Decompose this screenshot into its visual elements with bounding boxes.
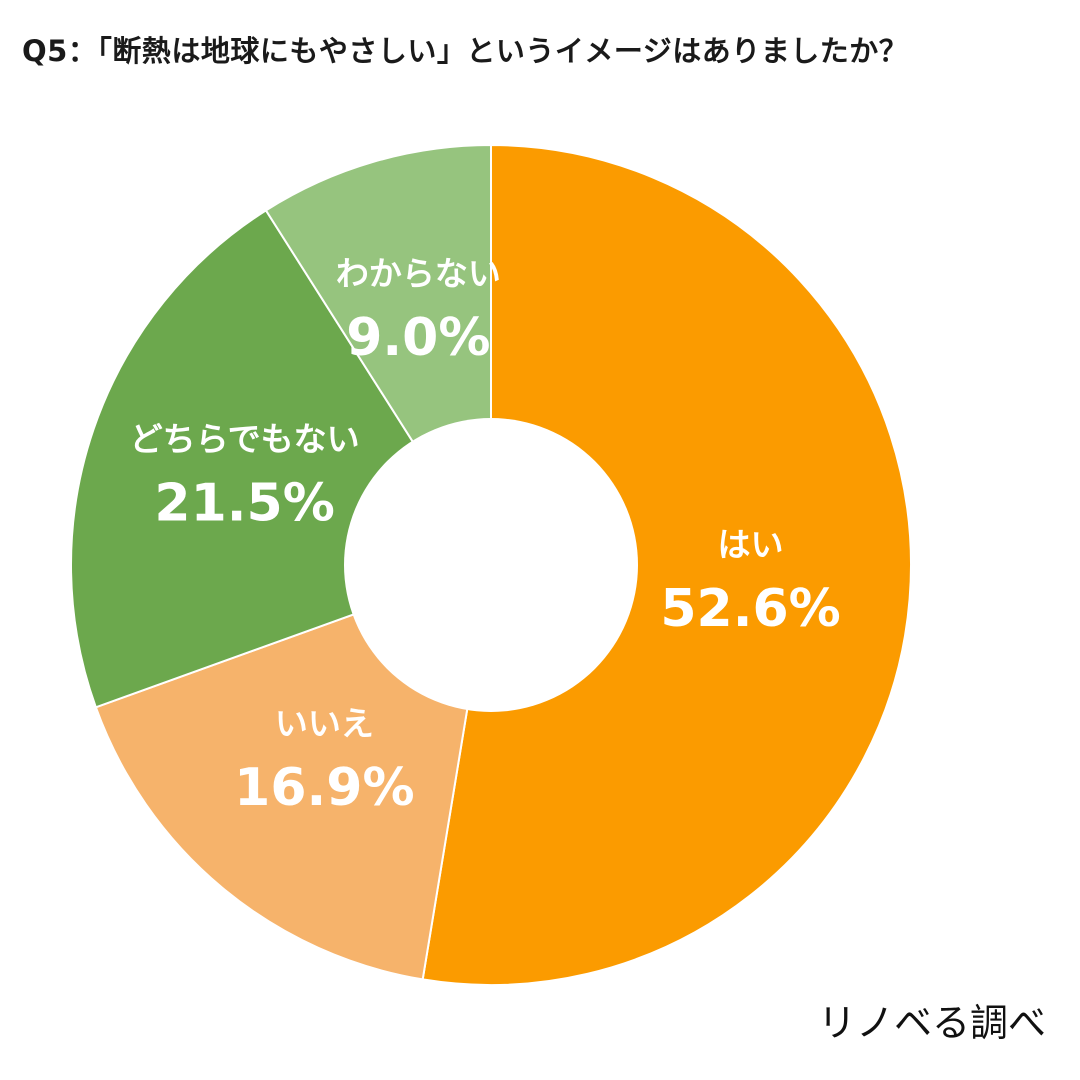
- slice-hai: [421, 143, 912, 986]
- slice-hai-value: 52.6%: [660, 579, 840, 639]
- slice-hai-label: はい: [718, 525, 784, 564]
- slice-dochira-label: どちらでもない: [130, 420, 360, 459]
- source-note: リノベる調べ: [817, 1001, 1046, 1045]
- slice-wakaranai-label: わからない: [336, 254, 501, 293]
- donut-hole: [344, 418, 638, 712]
- slice-iie-label: いいえ: [275, 704, 374, 743]
- slice-wakaranai-value: 9.0%: [346, 308, 490, 368]
- slice-dochira-value: 21.5%: [154, 474, 334, 534]
- slice-iie-value: 16.9%: [234, 758, 414, 818]
- chart-title: Q5：「断熱は地球にもやさしい」というイメージはありましたか？: [22, 34, 909, 68]
